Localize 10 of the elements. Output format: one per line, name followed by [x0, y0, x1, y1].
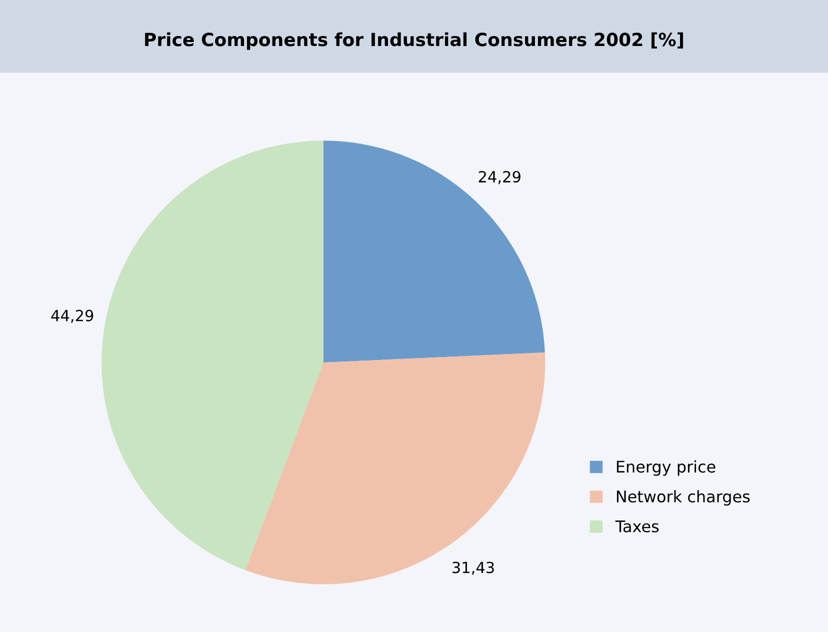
pie-slice: [245, 352, 546, 584]
legend-label: Energy price: [616, 460, 716, 476]
data-label: 31,43: [452, 562, 494, 575]
data-label: 44,29: [51, 310, 94, 323]
data-label: 24,29: [478, 170, 520, 184]
pie-slice: [102, 140, 324, 570]
legend-label: Taxes: [615, 520, 659, 532]
legend-label: Network charges: [616, 490, 750, 506]
chart-title: Price Components for Industrial Consumers 2002 [%]: [145, 32, 684, 50]
pie-slice: [323, 140, 545, 362]
